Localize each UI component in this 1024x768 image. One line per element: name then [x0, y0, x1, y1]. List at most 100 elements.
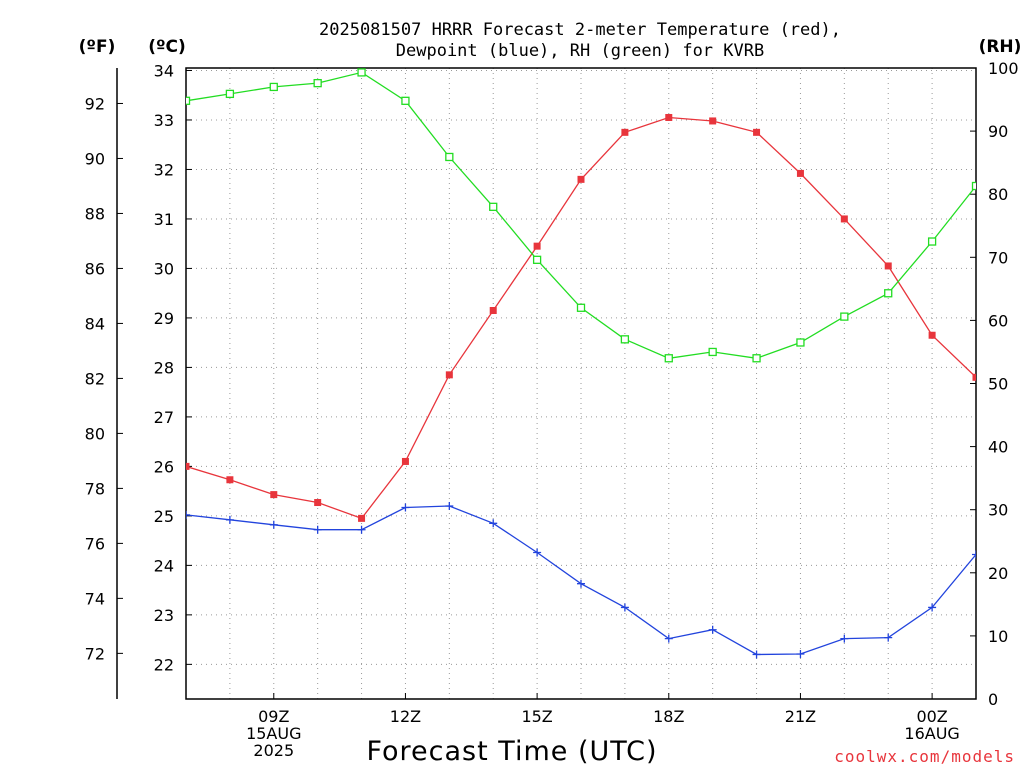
rh-point: [971, 181, 976, 191]
temperature-point: [753, 128, 761, 136]
temperature-point: [972, 373, 976, 381]
fahrenheit-tick-label: 80: [85, 424, 105, 443]
celsius-tick-label: 32: [154, 160, 174, 179]
x-tick-label: 16AUG: [904, 724, 959, 743]
celsius-tick-label: 27: [154, 408, 174, 427]
rh-point: [269, 82, 278, 92]
x-tick-label: 18Z: [653, 707, 684, 726]
dewpoint-point: [313, 525, 322, 534]
rh-tick-label: 40: [988, 438, 1008, 457]
temperature-point: [314, 499, 322, 507]
fahrenheit-tick-label: 72: [85, 644, 105, 663]
rh-line: [186, 71, 976, 359]
rh-point: [313, 78, 322, 88]
x-tick-label: 12Z: [390, 707, 421, 726]
rh-point: [927, 237, 937, 246]
dewpoint-point: [577, 579, 585, 588]
rh-tick-label: 10: [988, 627, 1008, 646]
temperature-point: [709, 117, 717, 125]
x-tick-label: 21Z: [785, 707, 816, 726]
rh-point: [357, 68, 366, 77]
temperature-point: [577, 175, 585, 183]
celsius-tick-label: 33: [154, 111, 174, 130]
rh-tick-label: 20: [988, 564, 1008, 583]
dewpoint-point: [840, 634, 849, 643]
fahrenheit-unit-label: (ºF): [79, 37, 116, 57]
temperature-point: [665, 113, 673, 121]
chart-title-line1: 2025081507 HRRR Forecast 2-meter Tempera…: [319, 20, 841, 40]
fahrenheit-tick-label: 86: [85, 259, 105, 278]
rh-point: [884, 289, 893, 298]
chart-title-line2: Dewpoint (blue), RH (green) for KVRB: [396, 41, 764, 61]
dewpoint-point: [533, 548, 542, 557]
rh-tick-label: 80: [988, 185, 1008, 204]
x-tick-label: 09Z: [258, 707, 289, 726]
x-axis-label: Forecast Time (UTC): [366, 736, 657, 767]
rh-tick-label: 60: [988, 311, 1008, 330]
celsius-tick-label: 24: [154, 556, 174, 575]
dewpoint-point: [884, 633, 893, 642]
fahrenheit-tick-label: 74: [85, 589, 105, 608]
rh-point: [445, 152, 454, 162]
temperature-point: [533, 242, 541, 250]
celsius-tick-label: 25: [154, 507, 174, 526]
rh-point: [840, 312, 849, 321]
fahrenheit-tick-label: 90: [85, 149, 105, 168]
rh-tick-label: 30: [988, 501, 1008, 520]
celsius-tick-label: 26: [154, 457, 174, 476]
temperature-point: [840, 215, 848, 223]
dewpoint-point: [186, 510, 190, 519]
fahrenheit-tick-label: 84: [85, 314, 105, 333]
rh-point: [752, 354, 761, 363]
temperature-point: [270, 491, 278, 499]
celsius-tick-label: 22: [154, 655, 174, 674]
series-layer: [186, 68, 976, 659]
rh-point: [576, 303, 586, 312]
rh-point: [401, 96, 410, 105]
temperature-point: [884, 262, 892, 270]
temperature-point: [445, 371, 453, 379]
temperature-point: [928, 331, 936, 339]
temperature-point: [358, 514, 366, 522]
temperature-point: [796, 169, 804, 177]
rh-point: [708, 347, 717, 357]
dewpoint-point: [972, 550, 976, 559]
celsius-tick-label: 30: [154, 259, 174, 278]
dewpoint-point: [445, 501, 454, 510]
rh-tick-label: 50: [988, 375, 1008, 394]
x-tick-label: 2025: [253, 741, 294, 760]
rh-point: [225, 89, 235, 99]
celsius-tick-label: 31: [154, 210, 174, 229]
dewpoint-point: [752, 650, 761, 659]
dewpoint-point: [269, 520, 278, 529]
rh-tick-label: 70: [988, 248, 1008, 267]
fahrenheit-tick-label: 92: [85, 94, 105, 113]
temperature-point: [186, 462, 190, 470]
dewpoint-point: [401, 503, 410, 512]
rh-point: [186, 96, 191, 105]
rh-tick-label: 0: [988, 690, 998, 709]
temperature-point: [489, 307, 497, 315]
dewpoint-point: [708, 625, 717, 634]
dewpoint-point: [489, 519, 498, 528]
rh-point: [532, 255, 542, 264]
dewpoint-point: [620, 603, 629, 612]
rh-point: [620, 335, 630, 344]
fahrenheit-tick-label: 78: [85, 479, 105, 498]
axes: 22 23 24 25 26 27 28 29 30 31 32 33 34 72 74 76 78 80 82 84…: [85, 59, 1019, 760]
dewpoint-point: [664, 634, 673, 643]
temperature-point: [226, 476, 234, 484]
dewpoint-point: [928, 603, 937, 612]
rh-point: [796, 338, 805, 347]
fahrenheit-tick-label: 88: [85, 204, 105, 223]
rh-point: [664, 354, 673, 363]
dewpoint-point: [225, 515, 234, 524]
x-tick-label: 15Z: [521, 707, 552, 726]
fahrenheit-tick-label: 82: [85, 369, 105, 388]
temperature-point: [401, 457, 409, 465]
celsius-tick-label: 28: [154, 358, 174, 377]
celsius-tick-label: 29: [154, 309, 174, 328]
x-tick-label: 15AUG: [246, 724, 301, 743]
x-tick-label: 00Z: [916, 707, 947, 726]
